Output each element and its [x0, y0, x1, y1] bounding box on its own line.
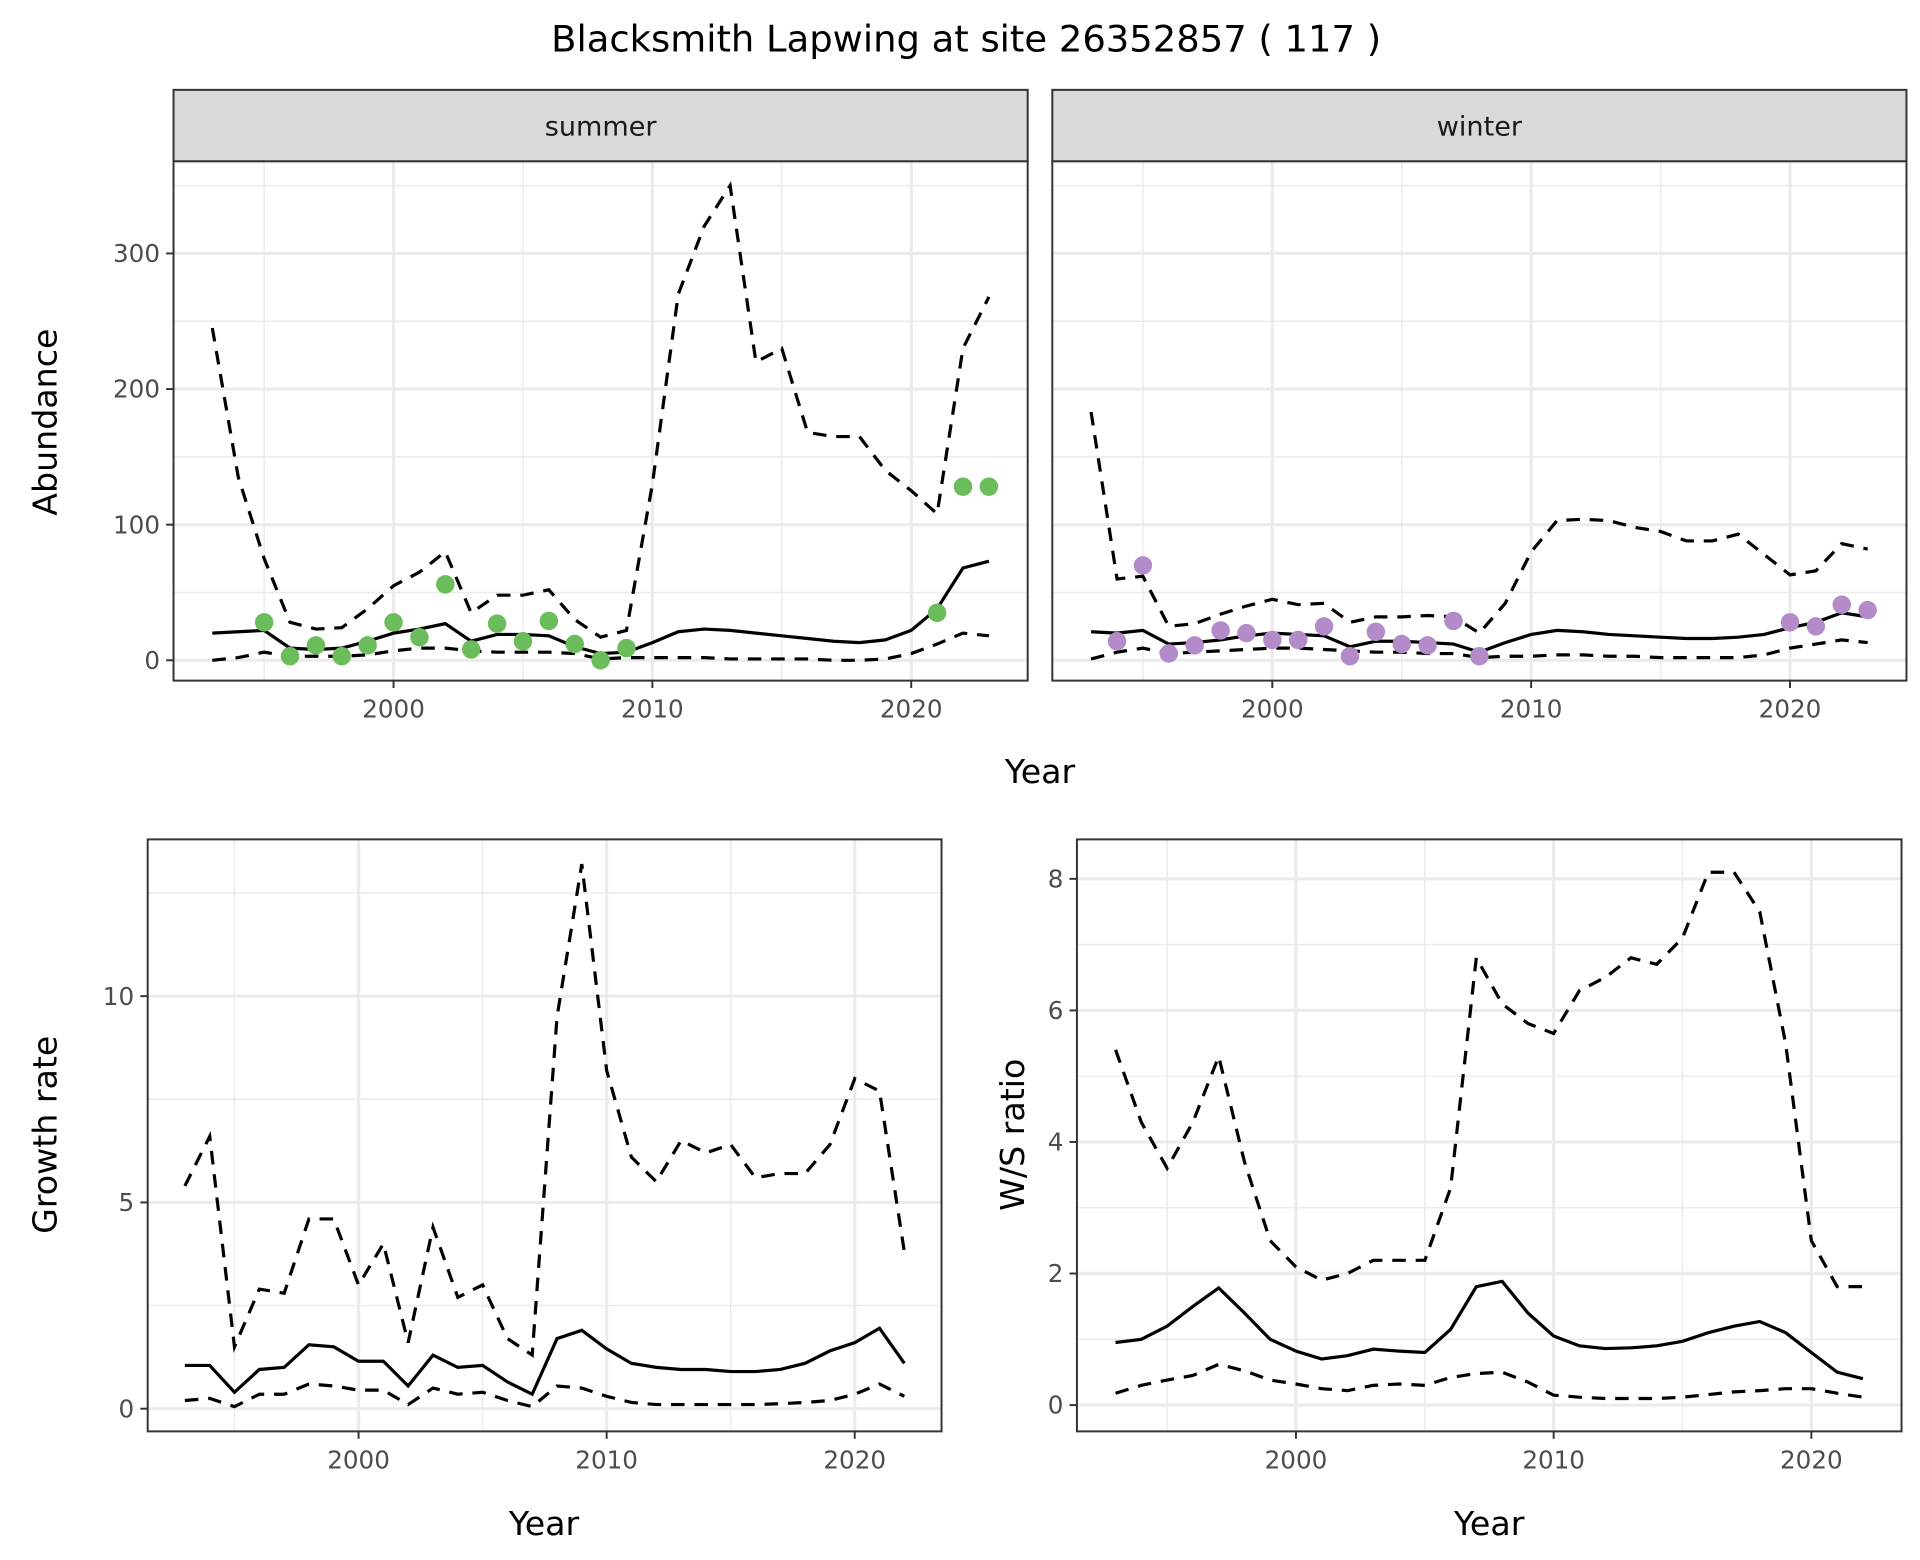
y-tick-label: 200 [113, 375, 160, 404]
data-point [1470, 646, 1489, 666]
panel-border [146, 838, 943, 1433]
panel-growth: 2000 2010 2020 0 5 10 Growth rate Year [26, 838, 943, 1543]
y-tick-label: 8 [1048, 864, 1064, 893]
series-line-upper [183, 863, 906, 1358]
facet-strip-label: winter [1437, 111, 1523, 142]
data-point [487, 614, 507, 633]
plot-background [173, 161, 1028, 681]
data-point [1133, 556, 1153, 575]
x-tick-label: 2010 [1500, 695, 1563, 724]
data-point [1314, 617, 1334, 636]
data-point [1185, 636, 1204, 655]
data-point [436, 575, 455, 594]
x-tick-label: 2010 [575, 1445, 638, 1474]
y-axis-label: Growth rate [26, 1036, 65, 1234]
panel-summer: summer 2000 2010 2020 0 100 200 300 Abundance [26, 88, 1029, 724]
x-tick-label: 2000 [327, 1445, 390, 1474]
data-point [384, 613, 403, 632]
plot-background [1076, 839, 1902, 1432]
data-point [306, 636, 326, 655]
data-point [1159, 644, 1179, 663]
data-point [1806, 617, 1826, 636]
data-point [358, 636, 377, 655]
data-point [979, 477, 999, 496]
panel-ratio: 2000 2010 2020 0 2 4 6 8 W/S ratio Year [993, 838, 1903, 1543]
y-tick-label: 4 [1048, 1128, 1064, 1157]
x-tick-label: 2020 [1759, 695, 1822, 724]
x-tick-label: 2000 [362, 695, 425, 724]
data-point [927, 603, 947, 623]
x-axis-label: Year [508, 1504, 580, 1543]
x-axis-label: Year [1453, 1504, 1525, 1543]
data-point [1780, 613, 1800, 632]
y-tick-label: 0 [144, 646, 160, 675]
data-point [1392, 634, 1411, 654]
data-point [280, 646, 300, 666]
series-line-lower [1115, 1362, 1864, 1401]
y-tick-label: 100 [113, 510, 160, 539]
y-tick-label: 5 [118, 1188, 134, 1217]
series-line-upper [210, 181, 991, 639]
y-tick-label: 10 [103, 982, 134, 1011]
panel-border [1075, 838, 1903, 1433]
panel-winter: winter 2000 2010 2020 [1051, 88, 1908, 724]
x-tick-label: 2020 [1780, 1445, 1843, 1474]
data-point [1832, 595, 1851, 614]
facet-strip [172, 88, 1029, 163]
series-line-estimate [1115, 1279, 1864, 1381]
y-tick-label: 0 [1048, 1391, 1064, 1420]
data-point [1237, 623, 1256, 643]
data-point [1858, 600, 1877, 620]
chart-title: Blacksmith Lapwing at site 26352857 ( 11… [551, 18, 1381, 61]
data-point [1288, 630, 1308, 650]
data-point [1418, 636, 1437, 655]
series-line-lower [184, 1382, 906, 1409]
y-tick-label: 6 [1048, 996, 1064, 1025]
plot-background [1052, 161, 1907, 681]
y-tick-label: 0 [118, 1394, 134, 1423]
x-tick-label: 2000 [1241, 695, 1304, 724]
top-x-axis-label: Year [1004, 752, 1076, 791]
data-point [1340, 646, 1360, 666]
data-point [617, 638, 636, 658]
x-tick-label: 2000 [1265, 1445, 1328, 1474]
data-point [1366, 622, 1386, 642]
series-line-estimate [184, 1326, 906, 1397]
series-line-upper [1114, 870, 1863, 1289]
data-point [332, 646, 352, 666]
data-point [953, 477, 973, 496]
data-point [1444, 611, 1463, 631]
data-point [539, 611, 559, 631]
data-point [1211, 621, 1230, 640]
data-point [513, 632, 533, 651]
data-point [254, 613, 274, 632]
y-axis-label: Abundance [26, 329, 65, 516]
data-point [461, 640, 481, 659]
y-tick-label: 2 [1048, 1259, 1064, 1288]
data-point [565, 634, 584, 654]
y-tick-label: 300 [113, 239, 160, 268]
series-line-upper [1089, 411, 1869, 636]
facet-strip-label: summer [545, 111, 658, 142]
x-tick-label: 2010 [621, 695, 684, 724]
y-axis-label: W/S ratio [993, 1059, 1032, 1211]
x-tick-label: 2020 [880, 695, 943, 724]
plot-background [147, 839, 942, 1432]
data-point [410, 627, 429, 647]
facet-strip [1051, 88, 1908, 163]
data-point [1107, 632, 1127, 651]
data-point [1263, 630, 1282, 650]
x-tick-label: 2020 [823, 1445, 886, 1474]
x-tick-label: 2010 [1522, 1445, 1585, 1474]
data-point [591, 651, 610, 670]
